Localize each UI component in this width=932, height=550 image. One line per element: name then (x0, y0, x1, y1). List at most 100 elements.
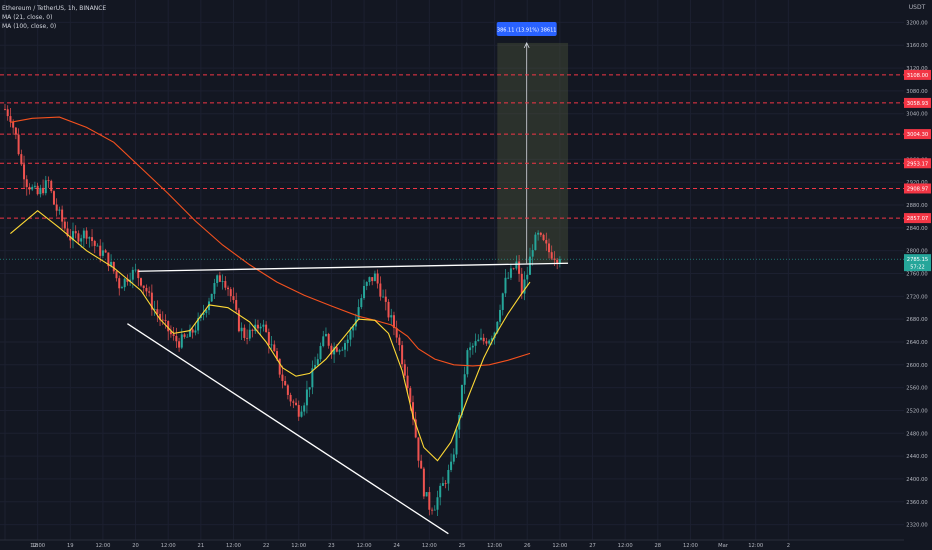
symbol-title[interactable]: Ethereum / TetherUS, 1h, BINANCE (2, 5, 107, 12)
time-tick-label: 18 (32, 543, 39, 549)
trendlines[interactable] (127, 262, 569, 535)
candle-body (85, 230, 88, 239)
price-tick-label: 2440.00 (906, 454, 927, 460)
candle-body (123, 278, 126, 288)
candle-body (368, 277, 371, 283)
candle-body (39, 187, 42, 195)
candle-body (357, 307, 360, 320)
candle-body (431, 509, 434, 511)
candle-body (4, 109, 6, 110)
candle-body (327, 333, 330, 346)
candle-body (183, 334, 186, 337)
candle-body (387, 301, 390, 318)
candle-body (137, 269, 140, 279)
candle-body (352, 326, 355, 331)
candle-body (305, 389, 308, 406)
candle-body (210, 293, 213, 302)
candle-body (80, 238, 83, 242)
candle-body (300, 411, 303, 417)
candle-body (412, 402, 414, 420)
candle-body (390, 315, 393, 318)
candle-body (420, 460, 423, 469)
resistance-trendline[interactable] (138, 262, 569, 272)
price-tick-label: 2400.00 (906, 477, 927, 483)
candle-body (270, 344, 273, 346)
candle-body (428, 492, 431, 510)
ma100-legend[interactable]: MA (100, close, 0) (2, 23, 57, 30)
candle-body (450, 461, 453, 470)
candle-body (153, 309, 156, 310)
candle-body (466, 350, 469, 375)
candle-body (88, 237, 91, 239)
candle-body (488, 340, 491, 344)
bar-countdown: 57:22 (910, 265, 924, 271)
candle-body (107, 252, 110, 267)
candle-body (458, 415, 461, 430)
legend: Ethereum / TetherUS, 1h, BINANCE MA (21,… (2, 4, 106, 31)
candle-body (297, 405, 300, 417)
price-tick-label: 2560.00 (906, 386, 927, 392)
candle-body (289, 394, 292, 402)
price-tick-label: 3040.00 (906, 112, 927, 118)
time-tick-label: 2 (787, 543, 790, 549)
candle-body (93, 240, 96, 246)
candle-body (460, 384, 463, 416)
candle-body (164, 320, 167, 321)
level-price-label: 3058.93 (907, 101, 928, 107)
candle-body (526, 274, 529, 280)
candle-body (504, 277, 507, 294)
candle-body (550, 252, 553, 259)
candle-body (335, 347, 338, 352)
price-axis[interactable]: USDT 3200.00 3160.00 3120.00 3080.00 3040.00… (904, 0, 932, 550)
candle-body (477, 339, 480, 342)
candle-body (474, 341, 477, 346)
candle-body (251, 329, 254, 331)
candle-body (308, 387, 311, 390)
time-tick-label: 12:00 (291, 543, 306, 549)
level-price-tag (904, 158, 931, 169)
price-tick-label: 2840.00 (906, 226, 927, 232)
candle-body (140, 278, 142, 286)
measure-label: 386.11 (13.91%) 38611 (497, 28, 557, 34)
candle-body (303, 405, 306, 412)
support-trendline[interactable] (127, 323, 449, 535)
price-axis-background (904, 0, 932, 550)
time-tick-label: 12:00 (487, 543, 502, 549)
candle-body (537, 232, 540, 235)
candle-body (433, 509, 436, 511)
candle-body (262, 324, 265, 327)
candle-body (384, 296, 387, 302)
level-price-label: 2953.17 (907, 161, 928, 167)
time-tick-label: 12:00 (95, 543, 110, 549)
candle-body (227, 287, 230, 290)
candle-body (161, 319, 164, 321)
candle-body (518, 261, 521, 274)
measure-tool[interactable]: 386.11 (13.91%) 38611 (496, 22, 569, 264)
candle-body (485, 341, 488, 344)
candle-body (99, 245, 102, 256)
level-price-tag (904, 97, 931, 108)
time-tick-label: 22 (263, 543, 270, 549)
candle-body (172, 334, 175, 336)
candle-body (175, 335, 178, 342)
level-price-label: 3108.00 (907, 73, 928, 79)
time-tick-label: 28 (654, 543, 661, 549)
candle-body (523, 279, 526, 294)
candle-body (129, 279, 132, 282)
candle-body (382, 296, 385, 298)
candle-body (292, 401, 295, 403)
price-tick-label: 2320.00 (906, 523, 927, 529)
level-lines[interactable] (0, 74, 904, 260)
level-price-label: 3004.30 (907, 132, 928, 138)
ma21-legend[interactable]: MA (21, close, 0) (2, 14, 53, 21)
measure-area[interactable] (497, 42, 569, 264)
candle-body (167, 320, 170, 332)
candle-body (50, 180, 53, 192)
candle-body (363, 285, 366, 299)
candle-body (346, 339, 349, 344)
time-tick-label: Mar (718, 543, 729, 549)
level-price-label: 2908.97 (907, 186, 928, 192)
